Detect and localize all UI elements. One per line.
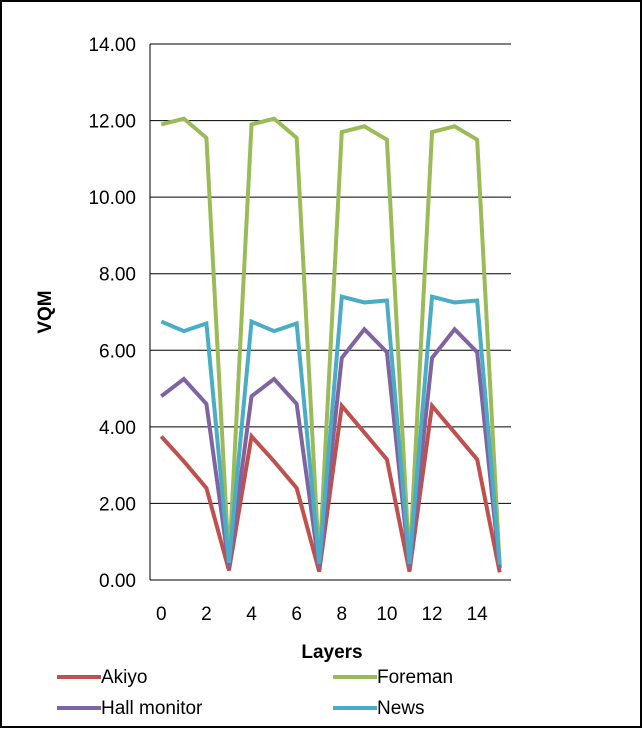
x-axis-title: Layers [301, 642, 362, 663]
legend-item: News [333, 698, 425, 719]
legend-label: News [377, 698, 425, 719]
y-tick-label: 14.00 [88, 35, 136, 56]
series-lines [159, 116, 502, 573]
series-line-news [160, 294, 502, 565]
y-tick-label: 6.00 [99, 341, 136, 362]
y-axis-title: VQM [35, 290, 56, 333]
y-tick-label: 0.00 [99, 571, 136, 592]
legend-item: Foreman [333, 667, 453, 688]
legend-item: Akiyo [57, 667, 147, 688]
x-tick-label: 2 [201, 604, 212, 625]
x-tick-label: 12 [421, 604, 442, 625]
x-tick-label: 14 [467, 604, 489, 625]
y-tick-label: 4.00 [99, 418, 136, 439]
y-tick-label: 12.00 [88, 112, 136, 133]
x-tick-label: 4 [246, 604, 257, 625]
legend-label: Akiyo [101, 667, 147, 688]
tick-labels: 0.00 2.00 4.00 6.00 8.00 10.00 12.00 14.00 0 2 4 6 8… [88, 35, 488, 625]
x-tick-label: 10 [376, 604, 397, 625]
x-tick-label: 8 [336, 604, 347, 625]
series-line-hall-monitor [160, 326, 502, 569]
axes [149, 44, 511, 581]
legend-label: Hall monitor [101, 698, 203, 719]
legend: Akiyo Foreman Hall monitor News [57, 667, 453, 719]
series-line-foreman [160, 116, 502, 567]
x-tick-label: 0 [156, 604, 167, 625]
series-line-akiyo [159, 401, 502, 573]
y-tick-label: 2.00 [99, 494, 136, 515]
y-tick-label: 10.00 [88, 188, 136, 209]
legend-label: Foreman [377, 667, 453, 688]
legend-item: Hall monitor [57, 698, 203, 719]
y-tick-label: 8.00 [99, 265, 136, 286]
x-tick-label: 6 [291, 604, 302, 625]
